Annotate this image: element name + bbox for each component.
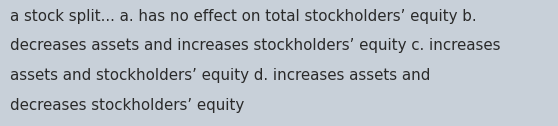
Text: assets and stockholders’ equity d. increases assets and: assets and stockholders’ equity d. incre… <box>10 68 430 83</box>
Text: decreases assets and increases stockholders’ equity c. increases: decreases assets and increases stockhold… <box>10 38 501 53</box>
Text: decreases stockholders’ equity: decreases stockholders’ equity <box>10 98 244 113</box>
Text: a stock split... a. has no effect on total stockholders’ equity b.: a stock split... a. has no effect on tot… <box>10 9 477 24</box>
